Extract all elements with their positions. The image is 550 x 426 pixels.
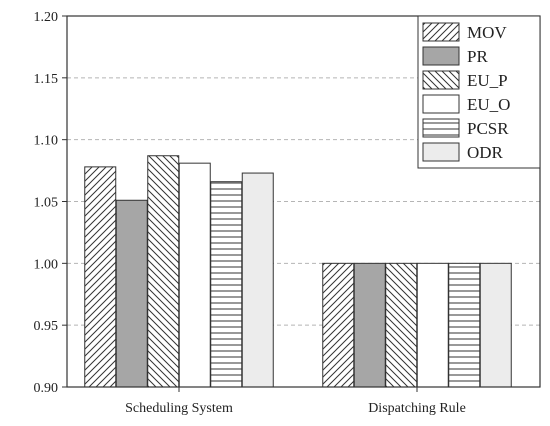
legend-swatch-odr: [422, 142, 460, 162]
legend: MOV PR EU_P EU_O PCSR ODR: [417, 15, 541, 169]
bar-pcsr-2: [448, 262, 481, 388]
bars: [84, 155, 512, 388]
legend-swatch-eu-o: [422, 94, 460, 114]
legend-swatch-pr: [422, 46, 460, 66]
bar-eu-o-1: [178, 162, 211, 388]
legend-swatch-mov: [422, 22, 460, 42]
axes: 0.90 0.95 1.00 1.05 1.10 1.15 1.20 Scheduling S…: [34, 10, 541, 416]
y-tick-label: 1.05: [34, 196, 59, 211]
x-tick-label: Scheduling System: [125, 401, 233, 416]
bar-pr-1: [115, 199, 148, 388]
legend-label: MOV: [467, 23, 507, 42]
legend-label: PR: [467, 47, 488, 66]
legend-swatch-eu-p: [422, 70, 460, 90]
y-tick-label: 0.90: [34, 381, 59, 396]
legend-swatch-pcsr: [422, 118, 460, 138]
legend-label: EU_O: [467, 95, 510, 114]
bar-eu-p-2: [385, 262, 418, 388]
bar-odr-1: [241, 172, 274, 388]
bar-eu-p-1: [147, 155, 180, 388]
x-tick-label: Dispatching Rule: [368, 401, 466, 416]
y-tick-label: 1.10: [34, 134, 59, 149]
bar-odr-2: [479, 262, 512, 388]
legend-label: EU_P: [467, 71, 508, 90]
bar-pcsr-1: [210, 181, 243, 388]
bar-eu-o-2: [416, 262, 449, 388]
bar-pr-2: [353, 262, 386, 388]
legend-label: ODR: [467, 143, 504, 162]
y-tick-label: 1.15: [34, 72, 59, 87]
y-tick-label: 1.20: [34, 10, 59, 25]
legend-label: PCSR: [467, 119, 509, 138]
y-tick-label: 1.00: [34, 257, 59, 272]
bar-mov-1: [84, 166, 117, 388]
y-tick-label: 0.95: [34, 319, 59, 334]
bar-mov-2: [322, 262, 355, 388]
